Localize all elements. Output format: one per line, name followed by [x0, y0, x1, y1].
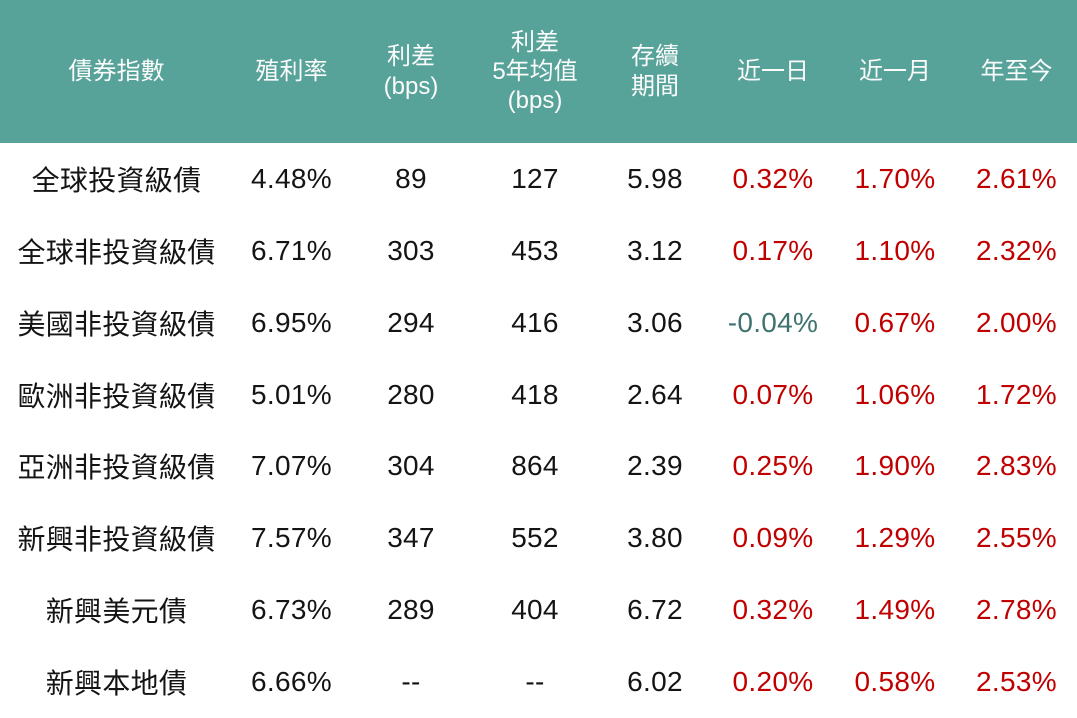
spread-cell: 347 [387, 522, 435, 554]
bond-name-cell: 新興本地債 [45, 668, 188, 700]
spread-5y-cell: 418 [511, 378, 559, 410]
change-1m-cell: 1.49% [854, 594, 936, 626]
duration-cell: 2.39 [627, 450, 683, 482]
bond-name-cell: 亞洲非投資級債 [17, 452, 216, 484]
change-1d-cell: 0.07% [732, 378, 814, 410]
change-1d-cell: 0.25% [732, 450, 814, 482]
change-1m-cell: 1.29% [854, 522, 936, 554]
change-1d-cell: 0.20% [732, 666, 814, 698]
header-ytd-change: 年至今 [956, 0, 1077, 143]
change-1d-cell: -0.04% [727, 306, 819, 338]
spread-cell: 289 [387, 594, 435, 626]
yield-cell: 6.71% [251, 234, 332, 266]
spread-5y-cell: 127 [511, 162, 559, 194]
spread-5y-cell: 552 [511, 522, 559, 554]
spread-cell: 304 [387, 450, 435, 482]
duration-cell: 3.80 [627, 522, 683, 554]
spread-cell: 89 [395, 162, 427, 194]
change-1m-cell: 0.67% [854, 306, 936, 338]
yield-cell: 5.01% [251, 378, 332, 410]
yield-cell: 7.57% [251, 522, 332, 554]
bond-name-cell: 美國非投資級債 [17, 308, 216, 340]
table-row: 亞洲非投資級債 7.07% 304 864 2.39 0.25% 1.90% 2… [0, 431, 1077, 503]
change-ytd-cell: 2.61% [976, 162, 1057, 194]
spread-5y-cell: 864 [511, 450, 559, 482]
table-row: 新興美元債 6.73% 289 404 6.72 0.32% 1.49% 2.7… [0, 574, 1077, 646]
spread-5y-cell: 416 [511, 306, 559, 338]
table-row: 全球投資級債 4.48% 89 127 5.98 0.32% 1.70% 2.6… [0, 143, 1077, 215]
header-yield: 殖利率 [233, 0, 350, 143]
change-1d-cell: 0.32% [732, 594, 814, 626]
table-row: 歐洲非投資級債 5.01% 280 418 2.64 0.07% 1.06% 1… [0, 359, 1077, 431]
change-ytd-cell: 2.83% [976, 450, 1057, 482]
header-row: 債券指數 殖利率 利差 (bps) 利差 5年均值 (bps) 存續 期間 近一… [0, 0, 1077, 143]
change-ytd-cell: 1.72% [976, 378, 1057, 410]
change-1d-cell: 0.09% [732, 522, 814, 554]
spread-cell: -- [401, 666, 421, 698]
bond-name-cell: 全球投資級債 [31, 164, 202, 196]
change-ytd-cell: 2.32% [976, 234, 1057, 266]
yield-cell: 6.95% [251, 306, 332, 338]
change-ytd-cell: 2.00% [976, 306, 1057, 338]
change-ytd-cell: 2.53% [976, 666, 1057, 698]
change-ytd-cell: 2.78% [976, 594, 1057, 626]
spread-5y-cell: -- [525, 666, 545, 698]
change-1m-cell: 1.10% [854, 234, 936, 266]
header-bond-index: 債券指數 [0, 0, 233, 143]
yield-cell: 4.48% [251, 162, 332, 194]
duration-cell: 5.98 [627, 162, 683, 194]
yield-cell: 6.73% [251, 594, 332, 626]
table-row: 新興本地債 6.66% -- -- 6.02 0.20% 0.58% 2.53% [0, 646, 1077, 718]
change-1d-cell: 0.17% [732, 234, 814, 266]
change-1d-cell: 0.32% [732, 162, 814, 194]
change-1m-cell: 1.70% [854, 162, 936, 194]
change-1m-cell: 1.06% [854, 378, 936, 410]
bond-name-cell: 全球非投資級債 [17, 236, 216, 268]
change-ytd-cell: 2.55% [976, 522, 1057, 554]
yield-cell: 7.07% [251, 450, 332, 482]
table-row: 全球非投資級債 6.71% 303 453 3.12 0.17% 1.10% 2… [0, 215, 1077, 287]
change-1m-cell: 0.58% [854, 666, 936, 698]
duration-cell: 2.64 [627, 378, 683, 410]
spread-5y-cell: 404 [511, 594, 559, 626]
duration-cell: 3.12 [627, 234, 683, 266]
header-spread-5y-avg: 利差 5年均值 (bps) [472, 0, 598, 143]
bond-name-cell: 新興非投資級債 [17, 524, 216, 556]
bond-name-cell: 新興美元債 [45, 596, 188, 628]
change-1m-cell: 1.90% [854, 450, 936, 482]
spread-cell: 303 [387, 234, 435, 266]
spread-cell: 294 [387, 306, 435, 338]
table-row: 新興非投資級債 7.57% 347 552 3.80 0.09% 1.29% 2… [0, 502, 1077, 574]
duration-cell: 3.06 [627, 306, 683, 338]
spread-5y-cell: 453 [511, 234, 559, 266]
header-duration: 存續 期間 [598, 0, 712, 143]
header-1m-change: 近一月 [834, 0, 956, 143]
header-spread-bps: 利差 (bps) [350, 0, 472, 143]
bond-name-cell: 歐洲非投資級債 [17, 380, 216, 412]
header-1d-change: 近一日 [712, 0, 834, 143]
duration-cell: 6.02 [627, 666, 683, 698]
yield-cell: 6.66% [251, 666, 332, 698]
spread-cell: 280 [387, 378, 435, 410]
table-row: 美國非投資級債 6.95% 294 416 3.06 -0.04% 0.67% … [0, 287, 1077, 359]
duration-cell: 6.72 [627, 594, 683, 626]
